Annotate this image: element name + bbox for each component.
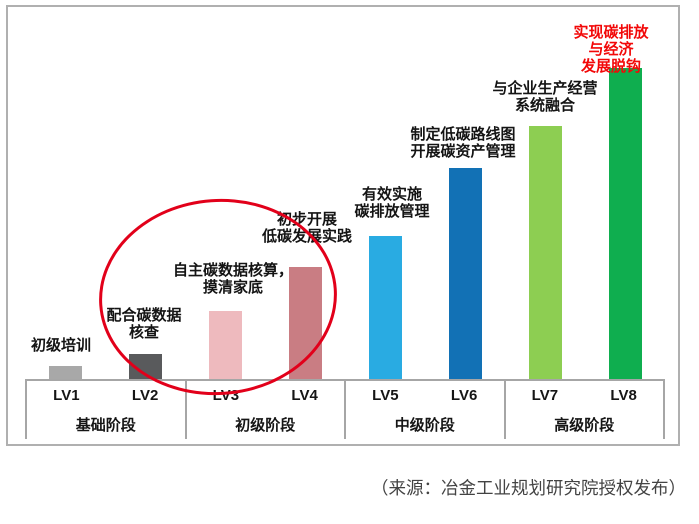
stage-cell-basic: LV1 LV2 基础阶段 xyxy=(25,381,185,439)
bar-lv4 xyxy=(289,267,322,380)
level-label-lv5: LV5 xyxy=(372,386,399,404)
level-label-lv3: LV3 xyxy=(212,386,240,404)
bar-lv1 xyxy=(49,366,82,380)
level-label-lv6: LV6 xyxy=(450,386,478,404)
chart-frame xyxy=(6,5,680,446)
stage-cell-intermediate: LV5 LV6 中级阶段 xyxy=(344,381,504,439)
bar-lv3 xyxy=(209,311,242,380)
stage-label-intermediate: 中级阶段 xyxy=(394,416,455,434)
bar-label-lv6: 制定低碳路线图 开展碳资产管理 xyxy=(410,126,516,160)
decoupling-note: 实现碳排放与经济 发展脱钩 xyxy=(573,24,649,75)
stage-label-basic: 基础阶段 xyxy=(75,416,136,434)
stage-cell-advanced: LV7 LV8 高级阶段 xyxy=(503,381,665,439)
bar-label-lv3: 自主碳数据核算， 摸清家底 xyxy=(172,262,294,296)
stage-label-advanced: 高级阶段 xyxy=(554,416,615,434)
level-label-lv8: LV8 xyxy=(610,386,637,404)
bar-lv8 xyxy=(609,68,642,380)
stage-cell-primary: LV3 LV4 初级阶段 xyxy=(184,381,345,439)
bar-lv6 xyxy=(449,168,482,380)
level-label-lv1: LV1 xyxy=(53,386,80,404)
bar-lv7 xyxy=(529,126,562,380)
bar-label-lv7: 与企业生产经营 系统融合 xyxy=(492,80,598,114)
level-label-lv7: LV7 xyxy=(531,386,559,404)
bar-label-lv1: 初级培训 xyxy=(30,337,92,354)
source-note: （来源：冶金工业规划研究院授权发布） xyxy=(371,478,686,498)
level-label-lv2: LV2 xyxy=(131,386,159,404)
stage-label-primary: 初级阶段 xyxy=(235,416,296,434)
bar-label-lv5: 有效实施 碳排放管理 xyxy=(354,186,430,220)
bar-lv5 xyxy=(369,236,402,380)
bar-lv2 xyxy=(129,354,162,380)
bar-label-lv4: 初步开展 低碳发展实践 xyxy=(261,211,353,245)
level-label-lv4: LV4 xyxy=(291,386,318,404)
bar-label-lv2: 配合碳数据 核查 xyxy=(106,307,182,341)
stage-table: LV1 LV2 基础阶段 LV3 LV4 初级阶段 LV5 LV6 中级阶段 L… xyxy=(25,379,665,439)
